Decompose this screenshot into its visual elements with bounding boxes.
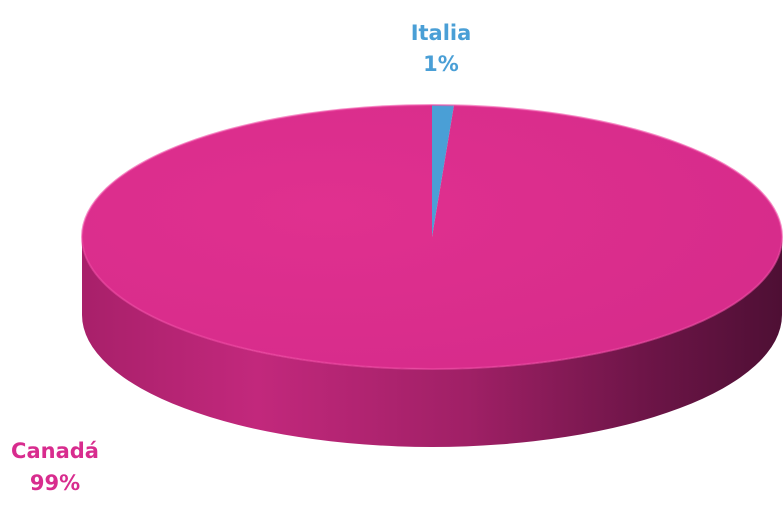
label-italia-name: Italia <box>411 21 472 45</box>
slices-layer <box>81 104 783 447</box>
label-canada-value: 99% <box>30 471 80 495</box>
label-italia: Italia 1% <box>411 21 472 76</box>
pie-top-rim <box>81 104 783 370</box>
pie-slice-italia <box>432 105 454 237</box>
label-canada: Canadá 99% <box>11 439 99 495</box>
pie-slice-canada <box>81 105 782 370</box>
label-italia-value: 1% <box>423 52 459 76</box>
pie-side-wall <box>82 237 782 447</box>
label-canada-name: Canadá <box>11 439 99 463</box>
